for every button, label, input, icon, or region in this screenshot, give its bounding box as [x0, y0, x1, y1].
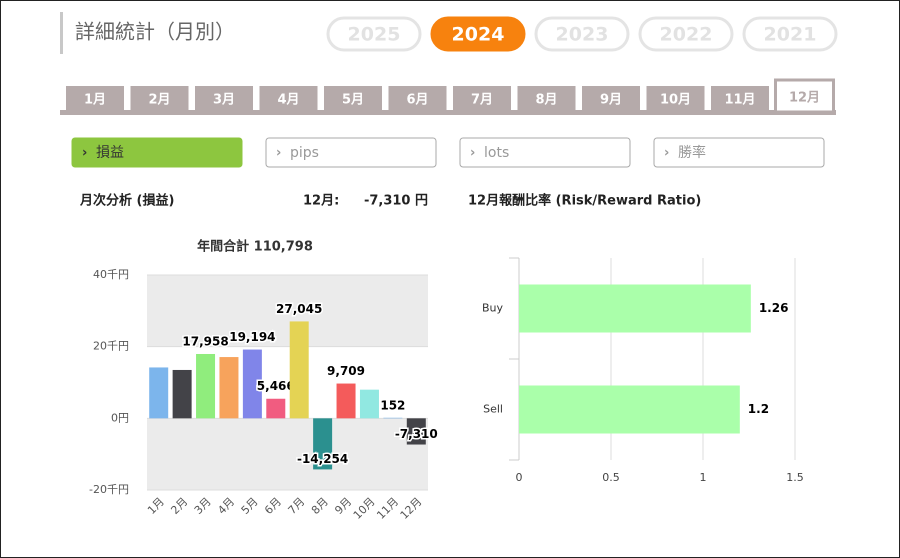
metric-button[interactable]	[459, 137, 631, 168]
value-label: 17,958	[182, 334, 228, 348]
ratio-title: 12月報酬比率 (Risk/Reward Ratio)	[468, 193, 701, 209]
bar	[219, 357, 239, 419]
month-tab-label[interactable]: 7月	[471, 93, 493, 108]
month-tab-label[interactable]: 5月	[342, 93, 364, 108]
metric-label[interactable]: 勝率	[678, 144, 706, 161]
month-tab-label[interactable]: 9月	[600, 93, 622, 108]
month-tab[interactable]	[774, 78, 835, 114]
value-label: 9,709	[327, 364, 365, 378]
x-tick-label: 0	[516, 471, 523, 484]
plot-band	[147, 346, 428, 419]
bar	[289, 321, 309, 419]
bar	[383, 417, 403, 419]
month-tab-label[interactable]: 11月	[724, 93, 755, 108]
year-button[interactable]	[534, 16, 630, 52]
summary-label: 月次分析 (損益)	[79, 193, 174, 209]
year-button[interactable]	[742, 16, 838, 52]
plot-band	[147, 418, 428, 490]
bar	[406, 418, 426, 445]
value-label: 27,045	[276, 302, 322, 316]
y-tick-label: 0円	[111, 411, 129, 424]
month-tab[interactable]	[66, 86, 124, 112]
bar	[519, 284, 751, 333]
metric-button[interactable]	[265, 137, 437, 168]
category-label: Sell	[483, 403, 503, 416]
year-label[interactable]: 2024	[452, 24, 505, 46]
metric-chevron[interactable]: ›	[82, 146, 87, 161]
value-label: 19,194	[229, 330, 275, 344]
month-tab[interactable]	[453, 86, 511, 112]
value-label: 152	[380, 398, 405, 412]
month-tab[interactable]	[195, 86, 253, 112]
bar	[242, 349, 262, 419]
x-tick-label: 1	[700, 471, 707, 484]
year-label[interactable]: 2025	[348, 24, 401, 46]
month-tab[interactable]	[130, 86, 189, 112]
bar	[519, 385, 740, 434]
tab-underline	[60, 110, 836, 115]
month-tab[interactable]	[259, 86, 318, 112]
month-tab-label[interactable]: 4月	[277, 93, 299, 108]
year-button[interactable]	[638, 16, 734, 52]
metric-label[interactable]: 損益	[96, 145, 124, 161]
month-tab-label[interactable]: 6月	[406, 93, 428, 108]
bar	[149, 367, 169, 419]
value-label: 5,466	[257, 379, 295, 393]
summary-value: -7,310 円	[364, 194, 428, 209]
year-button[interactable]	[430, 16, 526, 52]
bar	[359, 389, 379, 419]
value-label: -7,310	[395, 427, 438, 441]
metric-label[interactable]: pips	[290, 145, 319, 161]
month-tab[interactable]	[582, 86, 640, 112]
year-label[interactable]: 2021	[764, 24, 817, 46]
summary-month: 12月:	[303, 194, 339, 209]
month-tab-label[interactable]: 3月	[213, 93, 235, 108]
month-tab-label[interactable]: 12月	[789, 91, 820, 106]
x-tick-label: 1.5	[786, 471, 804, 484]
month-tab-label[interactable]: 10月	[660, 93, 691, 108]
month-tab[interactable]	[711, 86, 769, 112]
value-label: -14,254	[297, 452, 348, 466]
category-label: Buy	[482, 302, 504, 315]
value-label: 1.2	[748, 402, 769, 416]
month-tab-label[interactable]: 1月	[84, 93, 106, 108]
bar	[313, 418, 333, 470]
bar	[266, 398, 286, 419]
month-tab[interactable]	[388, 86, 447, 112]
year-label[interactable]: 2022	[660, 24, 713, 46]
bar	[196, 353, 216, 419]
value-label: 1.26	[759, 301, 789, 315]
metric-chevron[interactable]: ›	[664, 146, 669, 161]
month-tab[interactable]	[324, 86, 382, 112]
metric-button[interactable]	[71, 137, 243, 168]
bar	[336, 383, 356, 419]
title-bar	[60, 12, 63, 54]
year-label[interactable]: 2023	[556, 24, 609, 46]
y-tick-label: 40千円	[93, 268, 129, 281]
month-tab-label[interactable]: 8月	[535, 93, 557, 108]
year-button[interactable]	[326, 16, 422, 52]
metric-button[interactable]	[653, 137, 825, 168]
metric-label[interactable]: lots	[484, 145, 509, 161]
bar	[172, 369, 192, 419]
plot-band	[147, 275, 428, 347]
x-tick-label: 0.5	[602, 471, 620, 484]
metric-chevron[interactable]: ›	[276, 146, 281, 161]
y-tick-label: 20千円	[93, 340, 129, 353]
page-title: 詳細統計（月別）	[75, 20, 235, 44]
chart-subtitle: 年間合計 110,798	[197, 239, 313, 255]
metric-chevron[interactable]: ›	[470, 146, 475, 161]
month-tab[interactable]	[646, 86, 705, 112]
month-tab[interactable]	[517, 86, 576, 112]
month-tab-label[interactable]: 2月	[148, 93, 170, 108]
y-tick-label: -20千円	[89, 483, 129, 496]
